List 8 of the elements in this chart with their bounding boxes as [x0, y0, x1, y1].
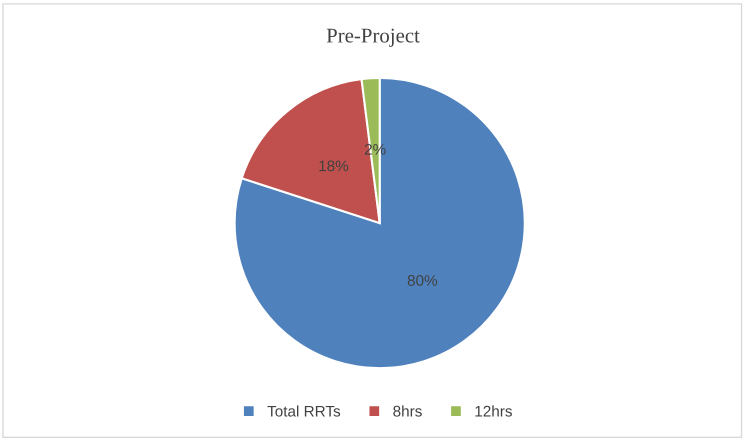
pie-slice — [234, 76, 526, 370]
legend-label: 8hrs — [393, 405, 422, 417]
legend-label: Total RRTs — [267, 405, 340, 417]
data-label: 18% — [319, 160, 348, 172]
legend-label: 12hrs — [475, 405, 512, 417]
data-label: 2% — [364, 144, 386, 155]
data-label: 80% — [408, 275, 438, 286]
chart-title: Pre-Project — [326, 28, 420, 47]
